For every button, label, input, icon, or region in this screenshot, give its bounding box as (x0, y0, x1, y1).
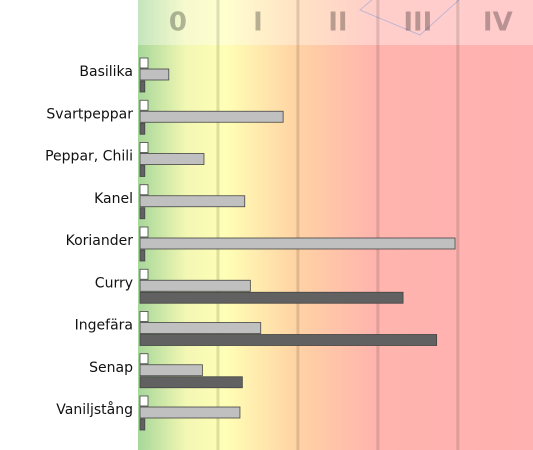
header-band (138, 0, 533, 45)
bar (139, 207, 146, 220)
background (138, 0, 533, 450)
bar (139, 226, 149, 238)
bar (139, 249, 146, 262)
zone-label: III (403, 8, 432, 38)
zone-label: I (253, 8, 263, 38)
bar (139, 195, 246, 208)
bar (139, 395, 149, 407)
bar (139, 353, 149, 365)
bar (139, 334, 438, 346)
zone-label: II (328, 8, 347, 38)
category-label: Koriander (66, 233, 134, 249)
category-label: Kanel (94, 191, 133, 207)
category-label: Vaniljstång (56, 401, 133, 418)
bar (139, 237, 456, 250)
bar (139, 165, 146, 177)
category-label: Basilika (79, 64, 133, 80)
watermark (359, 0, 460, 36)
bar (139, 57, 149, 69)
zone-label: IV (483, 8, 513, 38)
bar (139, 110, 284, 123)
bar (139, 418, 146, 431)
bar (139, 406, 241, 419)
bar (139, 311, 149, 322)
bar (139, 184, 149, 196)
bar (139, 122, 146, 135)
category-label: Ingefära (75, 318, 133, 334)
bar (139, 99, 149, 111)
bar (139, 68, 170, 81)
category-label: Curry (95, 275, 133, 291)
category-label: Senap (89, 360, 133, 376)
bar (139, 268, 149, 280)
bar (139, 322, 262, 334)
bar (139, 291, 404, 304)
bar (139, 279, 251, 292)
category-label: Peppar, Chili (45, 149, 133, 165)
zone-label: 0 (169, 8, 187, 38)
bar (139, 142, 149, 153)
bar (139, 153, 205, 165)
bar (139, 364, 203, 377)
category-label: Svartpeppar (46, 106, 133, 122)
bar (139, 376, 243, 389)
bar (139, 80, 146, 93)
